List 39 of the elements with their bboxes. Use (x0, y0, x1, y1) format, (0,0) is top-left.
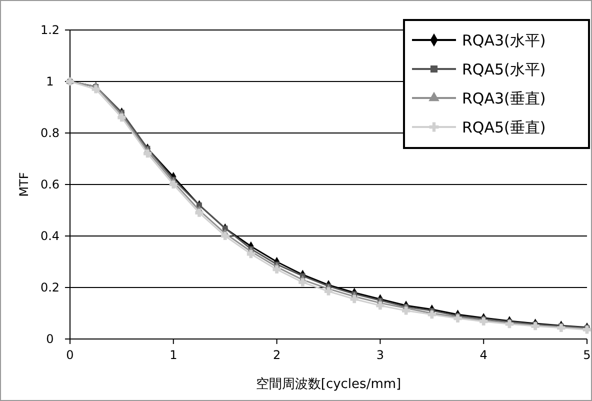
y-tick-label: 0 (46, 332, 54, 346)
y-tick-label: 0.2 (40, 280, 60, 295)
point (169, 180, 178, 189)
point (92, 85, 100, 94)
point (582, 326, 592, 334)
legend-label: RQA3(水平) (462, 31, 546, 50)
y-tick-label: 1.2 (40, 23, 60, 38)
point (298, 278, 307, 286)
point (144, 150, 152, 158)
legend-label: RQA5(水平) (462, 60, 546, 78)
point (505, 320, 514, 328)
point (480, 317, 488, 326)
point (376, 301, 384, 310)
x-tick-label: 5 (583, 348, 591, 362)
point (454, 314, 462, 322)
x-tick-label: 4 (480, 348, 488, 362)
point (246, 250, 255, 258)
legend-label: RQA3(垂直) (462, 89, 546, 108)
x-tick-label: 3 (376, 348, 384, 362)
point (428, 310, 436, 319)
legend-label: RQA5(垂直) (462, 118, 546, 136)
point (402, 306, 410, 315)
point (350, 295, 358, 304)
point (557, 324, 566, 332)
y-tick-label: 1 (46, 74, 54, 89)
y-tick-label: 0.4 (40, 229, 60, 244)
x-tick-label: 2 (272, 348, 281, 362)
x-tick-label: 1 (170, 348, 178, 362)
point (118, 114, 126, 122)
x-tick-label: 0 (66, 348, 74, 362)
point (531, 322, 540, 330)
y-axis-title: MTF (17, 172, 31, 197)
y-tick-label: 0.6 (40, 178, 60, 192)
x-axis-title: 空間周波数[cycles/mm] (256, 377, 402, 392)
point (221, 232, 230, 240)
point (324, 287, 333, 296)
y-tick-label: 0.8 (40, 126, 60, 140)
point (195, 208, 204, 217)
point (272, 265, 281, 274)
